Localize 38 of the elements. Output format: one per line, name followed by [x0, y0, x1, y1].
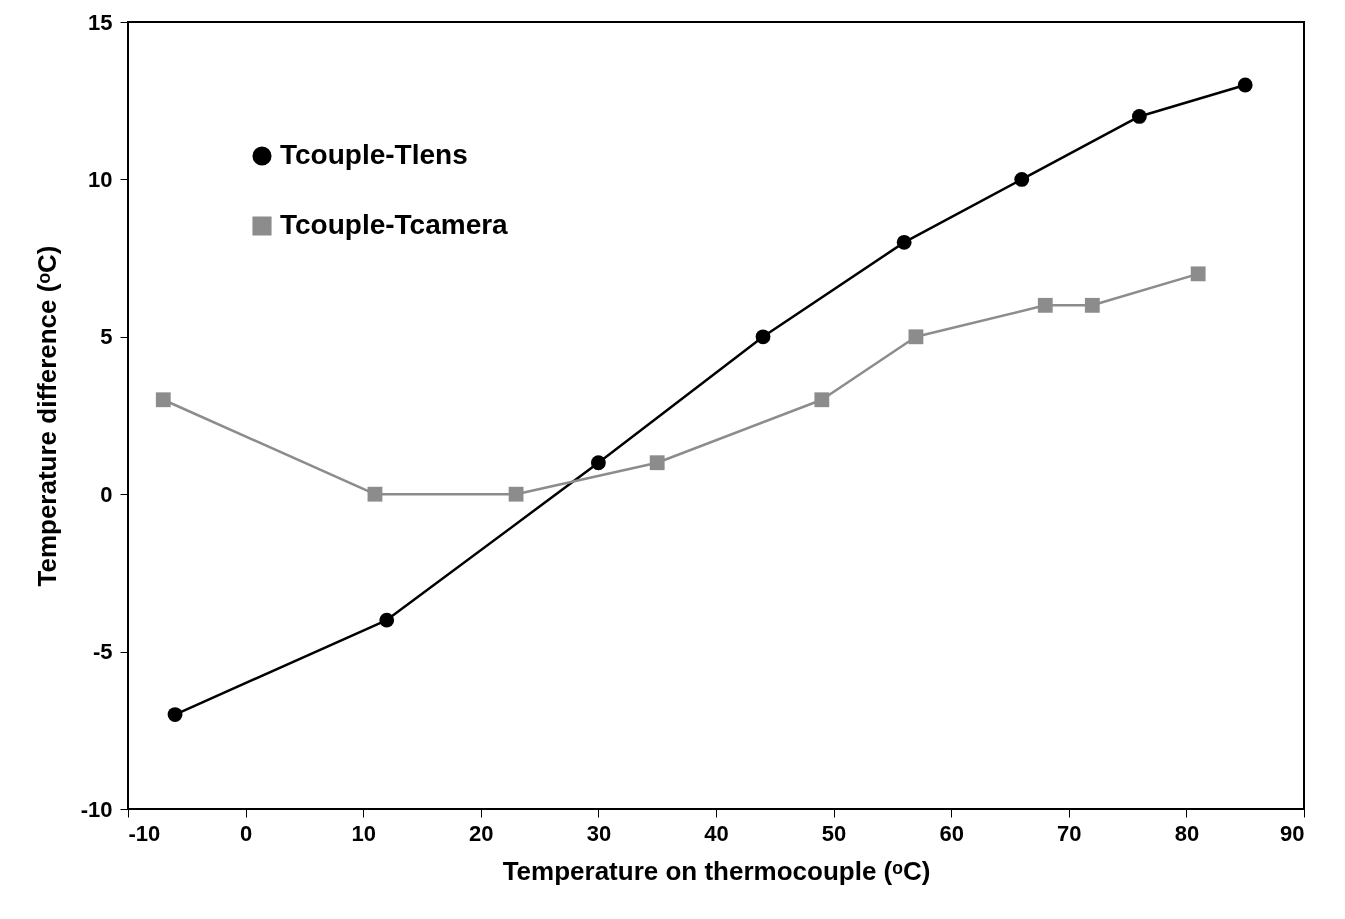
point [755, 329, 771, 345]
point [649, 455, 665, 471]
point [379, 612, 395, 628]
y-axis-title: Temperature difference (ᵒC) [31, 245, 62, 587]
x-tick-label: 70 [1057, 820, 1082, 846]
x-tick-label: 40 [704, 820, 729, 846]
point [167, 707, 183, 722]
x-tick-label: 20 [469, 820, 494, 846]
point [1037, 297, 1053, 313]
x-tick-label: 30 [586, 820, 612, 846]
point [155, 392, 171, 408]
x-tick-label: 10 [351, 820, 376, 846]
y-tick-label: -5 [92, 639, 113, 665]
point [508, 486, 524, 502]
x-tick-label: 80 [1174, 820, 1200, 846]
point [814, 392, 830, 408]
point [1131, 109, 1147, 124]
y-tick-label: -10 [80, 796, 113, 822]
point [590, 455, 606, 471]
point [1084, 297, 1100, 313]
point [1190, 266, 1206, 282]
x-tick-label: 50 [821, 820, 847, 846]
y-tick-label: 10 [88, 166, 113, 192]
y-tick-label: 5 [100, 324, 113, 350]
legend-label: Tcouple-Tcamera [280, 209, 509, 240]
y-tick-label: 15 [88, 9, 113, 35]
x-axis-title: Temperature on thermocouple (ᵒC) [502, 855, 931, 886]
x-tick-label: 60 [939, 820, 964, 846]
point [1237, 77, 1253, 93]
point [1014, 172, 1030, 187]
legend-label: Tcouple-Tlens [280, 139, 468, 170]
y-tick-label: 0 [100, 481, 113, 507]
point [896, 234, 912, 250]
x-tick-label: 0 [239, 820, 253, 846]
x-tick-label: 90 [1280, 820, 1305, 846]
point [908, 329, 924, 345]
x-tick-label: -10 [128, 820, 161, 846]
point [367, 486, 383, 502]
